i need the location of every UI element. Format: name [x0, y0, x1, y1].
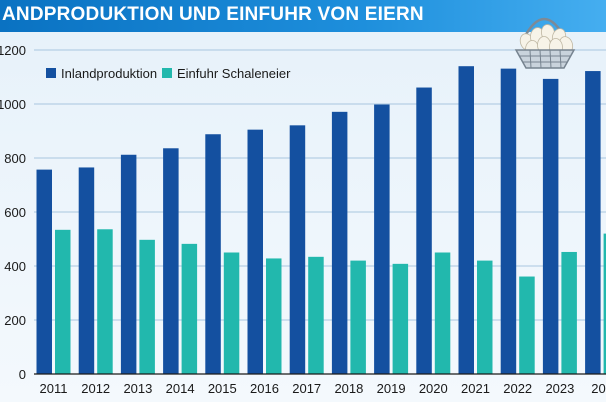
- bar-einfuhr-schaleneier: [55, 229, 71, 374]
- chart-title: ANDPRODUKTION UND EINFUHR VON EIERN: [2, 4, 424, 25]
- bar-einfuhr-schaleneier: [477, 260, 493, 374]
- bar-einfuhr-schaleneier: [97, 229, 113, 374]
- bar-inlandproduktion: [163, 148, 179, 374]
- y-tick-label: 1200: [0, 43, 26, 58]
- bar-einfuhr-schaleneier: [266, 258, 282, 374]
- legend-label: Inlandproduktion: [61, 66, 157, 81]
- x-tick-label: 2018: [334, 381, 363, 396]
- x-tick-label: 202: [591, 381, 606, 396]
- bar-inlandproduktion: [205, 134, 221, 374]
- x-tick-label: 2015: [208, 381, 237, 396]
- y-tick-label: 600: [4, 205, 26, 220]
- legend-swatch: [162, 68, 172, 78]
- bar-einfuhr-schaleneier: [350, 260, 366, 374]
- y-tick-label: 1000: [0, 97, 26, 112]
- bar-einfuhr-schaleneier: [561, 251, 577, 374]
- bar-inlandproduktion: [331, 111, 348, 374]
- legend-swatch: [46, 68, 56, 78]
- bar-inlandproduktion: [289, 125, 306, 374]
- title-bar: ANDPRODUKTION UND EINFUHR VON EIERN: [0, 0, 606, 32]
- bar-einfuhr-schaleneier: [308, 256, 324, 374]
- x-tick-label: 2019: [377, 381, 406, 396]
- bar-einfuhr-schaleneier: [223, 252, 240, 374]
- x-tick-label: 2014: [166, 381, 195, 396]
- bar-einfuhr-schaleneier: [139, 239, 155, 374]
- bar-inlandproduktion: [247, 129, 263, 374]
- y-tick-label: 0: [19, 367, 26, 382]
- bar-inlandproduktion: [458, 66, 474, 374]
- x-tick-label: 2023: [545, 381, 574, 396]
- legend-label: Einfuhr Schaleneier: [177, 66, 291, 81]
- x-tick-label: 2017: [292, 381, 321, 396]
- x-tick-label: 2021: [461, 381, 490, 396]
- bar-inlandproduktion: [500, 68, 517, 374]
- x-tick-label: 2022: [503, 381, 532, 396]
- x-tick-label: 2012: [81, 381, 110, 396]
- bar-inlandproduktion: [120, 154, 137, 374]
- y-tick-label: 400: [4, 259, 26, 274]
- bar-inlandproduktion: [36, 169, 52, 374]
- egg-basket-icon: [514, 18, 576, 69]
- y-tick-label: 200: [4, 313, 26, 328]
- x-tick-label: 2011: [40, 381, 68, 396]
- bar-einfuhr-schaleneier: [181, 243, 198, 374]
- bar-einfuhr-schaleneier: [392, 263, 409, 374]
- bar-inlandproduktion: [374, 104, 390, 374]
- bar-inlandproduktion: [78, 167, 95, 374]
- y-tick-label: 800: [4, 151, 26, 166]
- x-tick-label: 2013: [123, 381, 152, 396]
- x-tick-label: 2016: [250, 381, 279, 396]
- bar-einfuhr-schaleneier: [519, 276, 535, 374]
- bar-einfuhr-schaleneier: [603, 233, 606, 374]
- bar-inlandproduktion: [416, 87, 432, 374]
- bar-inlandproduktion: [542, 78, 559, 374]
- bar-inlandproduktion: [585, 71, 601, 374]
- x-tick-label: 2020: [419, 381, 448, 396]
- bar-einfuhr-schaleneier: [434, 252, 451, 374]
